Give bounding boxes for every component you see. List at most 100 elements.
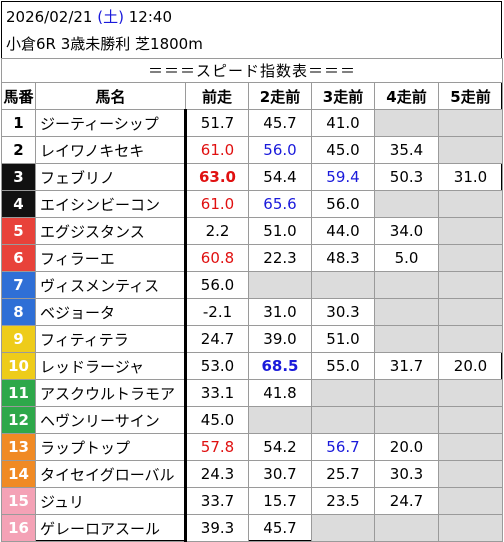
column-header: 馬番 — [1, 82, 36, 110]
horse-row: 15 ジュリ 33.7 15.7 23.5 24.7 — [1, 487, 503, 515]
speed-index-cell — [438, 109, 503, 137]
speed-index-cell: 25.7 — [311, 460, 375, 488]
horse-row: 14 タイセイグローバル 24.3 30.7 25.7 30.3 — [1, 460, 503, 488]
speed-index-cell — [374, 406, 439, 434]
speed-index-cell: 61.0 — [185, 190, 249, 218]
horse-number: 4 — [1, 190, 36, 218]
horse-number: 3 — [1, 163, 36, 191]
speed-index-cell: 54.2 — [248, 433, 312, 461]
speed-index-cell: 51.0 — [248, 217, 312, 245]
speed-index-cell: 24.3 — [185, 460, 249, 488]
speed-index-cell — [438, 298, 503, 326]
horse-row: 3 フェブリノ 63.0 54.4 59.4 50.3 31.0 — [1, 163, 503, 191]
speed-index-cell: 56.0 — [185, 271, 249, 299]
horse-number: 7 — [1, 271, 36, 299]
speed-index-cell: 57.8 — [185, 433, 249, 461]
horse-name: ラップトップ — [35, 433, 187, 461]
speed-index-cell: 44.0 — [311, 217, 375, 245]
horse-row: 2 レイワノキセキ 61.0 56.0 45.0 35.4 — [1, 136, 503, 164]
table-title: ＝＝＝スピード指数表＝＝＝ — [1, 58, 503, 83]
speed-index-cell: 45.0 — [311, 136, 375, 164]
horse-row: 5 エグジスタンス 2.2 51.0 44.0 34.0 — [1, 217, 503, 245]
speed-index-cell: 51.0 — [311, 325, 375, 353]
horse-row: 11 アスクウルトラモア 33.1 41.8 — [1, 379, 503, 407]
speed-index-cell — [438, 406, 503, 434]
speed-index-cell: 56.0 — [248, 136, 312, 164]
speed-index-cell: 31.7 — [374, 352, 439, 380]
horse-name: ヘヴンリーサイン — [35, 406, 187, 434]
column-header-row: 馬番 馬名 前走 2走前 3走前 4走前 5走前 — [1, 82, 503, 110]
speed-index-cell — [374, 271, 439, 299]
speed-index-cell: -2.1 — [185, 298, 249, 326]
horse-number: 8 — [1, 298, 36, 326]
speed-index-cell: 33.7 — [185, 487, 249, 515]
horse-row: 9 フィティテラ 24.7 39.0 51.0 — [1, 325, 503, 353]
speed-index-cell — [374, 190, 439, 218]
horse-row: 8 ベジョータ -2.1 31.0 30.3 — [1, 298, 503, 326]
speed-index-cell — [374, 109, 439, 137]
speed-index-cell — [438, 487, 503, 515]
race-day-of-week: (土) — [97, 8, 124, 26]
speed-index-cell: 34.0 — [374, 217, 439, 245]
speed-index-cell — [311, 514, 375, 542]
speed-index-cell: 24.7 — [185, 325, 249, 353]
horse-row: 4 エイシンビーコン 61.0 65.6 56.0 — [1, 190, 503, 218]
horse-name: ジュリ — [35, 487, 187, 515]
speed-index-cell: 48.3 — [311, 244, 375, 272]
speed-index-cell: 15.7 — [248, 487, 312, 515]
speed-index-cell — [248, 406, 312, 434]
horse-name: ジーティーシップ — [35, 109, 187, 137]
horse-name: ヴィスメンティス — [35, 271, 187, 299]
horse-row: 13 ラップトップ 57.8 54.2 56.7 20.0 — [1, 433, 503, 461]
speed-index-cell — [311, 379, 375, 407]
horse-number: 15 — [1, 487, 36, 515]
speed-index-cell: 23.5 — [311, 487, 375, 515]
speed-index-cell: 20.0 — [374, 433, 439, 461]
horse-name: アスクウルトラモア — [35, 379, 187, 407]
speed-index-cell — [311, 271, 375, 299]
column-header: 5走前 — [438, 82, 503, 110]
speed-index-cell: 56.0 — [311, 190, 375, 218]
horse-number: 2 — [1, 136, 36, 164]
speed-index-cell: 54.4 — [248, 163, 312, 191]
horse-number: 12 — [1, 406, 36, 434]
speed-index-cell: 45.7 — [248, 109, 312, 137]
speed-index-cell: 35.4 — [374, 136, 439, 164]
race-time: 12:40 — [128, 8, 172, 26]
speed-index-cell: 51.7 — [185, 109, 249, 137]
horse-row: 10 レッドラージャ 53.0 68.5 55.0 31.7 20.0 — [1, 352, 503, 380]
speed-index-cell: 55.0 — [311, 352, 375, 380]
speed-index-cell — [311, 406, 375, 434]
horse-number: 6 — [1, 244, 36, 272]
column-header: 4走前 — [374, 82, 439, 110]
speed-index-cell: 63.0 — [185, 163, 249, 191]
speed-index-cell: 53.0 — [185, 352, 249, 380]
speed-index-cell — [374, 514, 439, 542]
horse-row: 1 ジーティーシップ 51.7 45.7 41.0 — [1, 109, 503, 137]
speed-index-cell: 61.0 — [185, 136, 249, 164]
speed-index-cell: 31.0 — [438, 163, 503, 191]
race-datetime: 2026/02/21 (土) 12:40 — [6, 7, 172, 27]
horse-name: ゲレーロアスール — [35, 514, 187, 542]
horse-number: 11 — [1, 379, 36, 407]
horse-row: 7 ヴィスメンティス 56.0 — [1, 271, 503, 299]
race-info: 小倉6R 3歳未勝利 芝1800m — [6, 35, 203, 53]
horse-number: 10 — [1, 352, 36, 380]
speed-index-cell: 65.6 — [248, 190, 312, 218]
speed-index-cell: 60.8 — [185, 244, 249, 272]
horse-name: ベジョータ — [35, 298, 187, 326]
speed-index-cell: 22.3 — [248, 244, 312, 272]
horse-name: フェブリノ — [35, 163, 187, 191]
speed-index-cell: 20.0 — [438, 352, 503, 380]
speed-index-cell: 68.5 — [248, 352, 312, 380]
speed-index-cell: 31.0 — [248, 298, 312, 326]
horse-number: 13 — [1, 433, 36, 461]
speed-index-cell: 30.3 — [311, 298, 375, 326]
speed-index-cell — [438, 136, 503, 164]
horse-row: 16 ゲレーロアスール 39.3 45.7 — [1, 514, 503, 542]
speed-index-cell — [248, 271, 312, 299]
horse-name: タイセイグローバル — [35, 460, 187, 488]
speed-index-cell: 2.2 — [185, 217, 249, 245]
speed-index-cell: 30.7 — [248, 460, 312, 488]
speed-index-cell — [438, 514, 503, 542]
